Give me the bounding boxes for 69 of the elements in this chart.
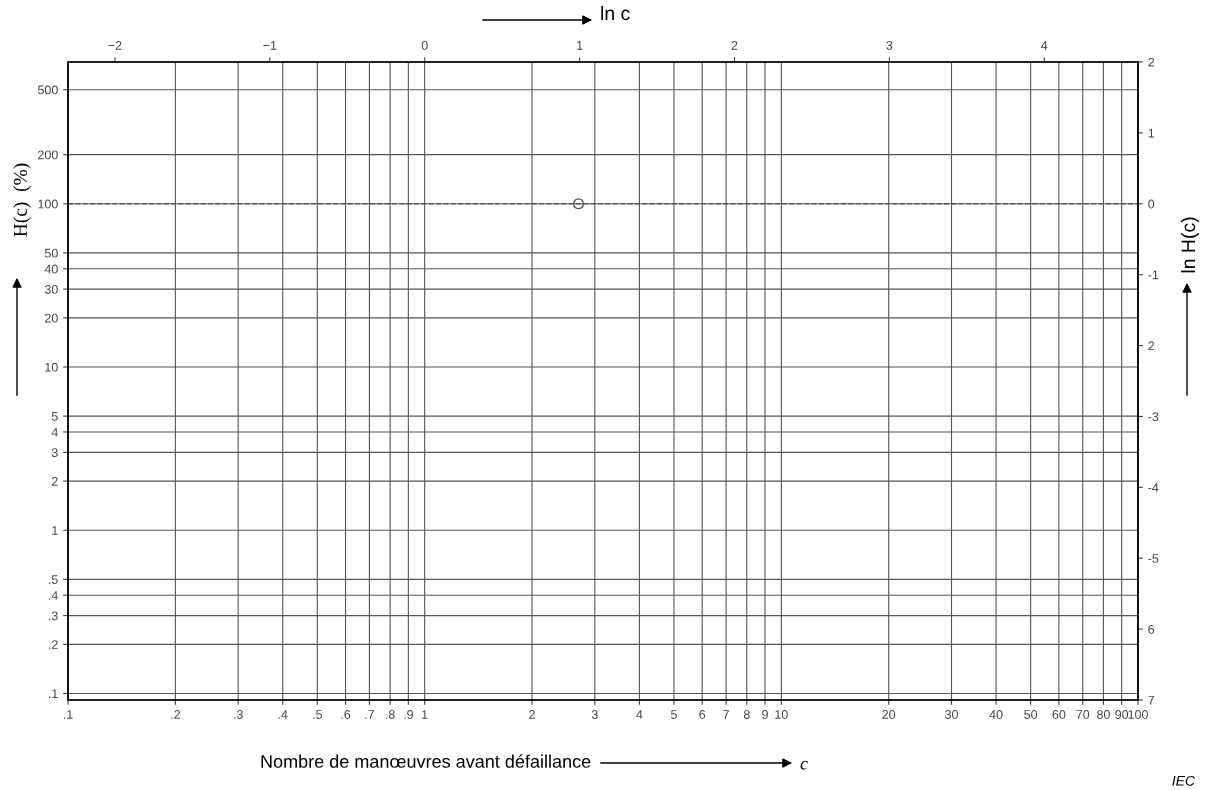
x-tick-label: .1 [63, 710, 73, 719]
x-tick-label: 80 [1097, 710, 1110, 719]
x-tick-label: 10 [775, 710, 788, 719]
y-tick-label: 500 [37, 85, 58, 95]
y2-tick-label: 2 [1148, 341, 1155, 351]
y-tick-label: 40 [44, 264, 58, 274]
y2-tick-label: -5 [1148, 554, 1159, 563]
x-tick-label: .9 [404, 710, 413, 719]
x2-tick-label: −1 [263, 41, 277, 50]
x2-tick-label: 1 [577, 41, 583, 50]
y2-tick-label: -4 [1148, 483, 1159, 492]
y2-tick-label: 1 [1148, 128, 1155, 138]
x-tick-label: .6 [341, 710, 351, 719]
x2-tick-label: 4 [1041, 41, 1048, 50]
x2-tick-label: 3 [886, 40, 893, 50]
x-tick-label: .3 [234, 710, 243, 719]
x-tick-label: .7 [365, 710, 374, 719]
y-tick-label: 5 [51, 412, 58, 421]
x-tick-label: 100 [1128, 710, 1148, 719]
y-tick-label: 200 [38, 150, 58, 160]
text: IEC [1172, 775, 1196, 786]
x-tick-label: .8 [386, 710, 395, 719]
y2-axis-title: ln H(c) [1180, 217, 1200, 273]
x-tick-label: 20 [882, 710, 896, 719]
x-tick-label: 3 [591, 710, 598, 719]
x-tick-label: 4 [636, 710, 643, 719]
x-axis-title: Nombre de manœuvres avant défaillance [261, 754, 591, 768]
x2-tick-label: 2 [731, 40, 738, 50]
y-tick-label: 100 [38, 199, 58, 209]
y-tick-label: 4 [51, 427, 58, 437]
y2-tick-label: -1 [1148, 270, 1159, 280]
y-tick-label: 1 [52, 526, 58, 535]
y-tick-label: .4 [48, 591, 58, 600]
x-tick-label: .4 [278, 710, 288, 719]
y2-tick-label: -3 [1148, 412, 1159, 422]
y-tick-label: .5 [48, 575, 58, 585]
y-axis-title: H(c) (%) [13, 163, 31, 237]
x-tick-label: 70 [1076, 710, 1090, 719]
y-tick-label: 3 [51, 448, 58, 458]
y2-tick-label: 7 [1148, 695, 1155, 705]
y-tick-label: .1 [48, 689, 58, 698]
x-tick-label: 1 [422, 710, 428, 719]
x2-axis-title: ln c [601, 5, 630, 21]
x-tick-label: 50 [1024, 710, 1038, 719]
x-tick-label: .2 [171, 710, 180, 719]
x2-tick-label: −2 [108, 40, 122, 50]
x-tick-label: 2 [529, 710, 535, 719]
x-tick-label: 9 [762, 710, 768, 719]
y-tick-label: 50 [44, 248, 58, 258]
x-tick-label: 8 [743, 710, 750, 719]
text: c [800, 760, 808, 770]
y-tick-label: 20 [45, 313, 58, 323]
y-tick-label: .2 [48, 640, 58, 649]
x-tick-label: 40 [989, 710, 1003, 719]
y2-tick-label: 6 [1148, 624, 1155, 634]
y-tick-label: 2 [51, 476, 58, 486]
y2-tick-label: 2 [1148, 57, 1155, 67]
x2-tick-label: 0 [421, 40, 428, 50]
x-tick-label: 90 [1115, 710, 1129, 719]
x-tick-label: 30 [945, 710, 958, 719]
x-tick-label: .5 [313, 710, 322, 719]
y-tick-label: 10 [45, 362, 58, 372]
x-tick-label: 60 [1052, 710, 1066, 719]
x-tick-label: 6 [699, 710, 706, 719]
y-tick-label: 30 [44, 284, 58, 294]
x-tick-label: 5 [670, 710, 677, 719]
x-tick-label: 7 [723, 710, 729, 719]
y-tick-label: .3 [48, 611, 58, 621]
y2-tick-label: 0 [1148, 199, 1155, 209]
